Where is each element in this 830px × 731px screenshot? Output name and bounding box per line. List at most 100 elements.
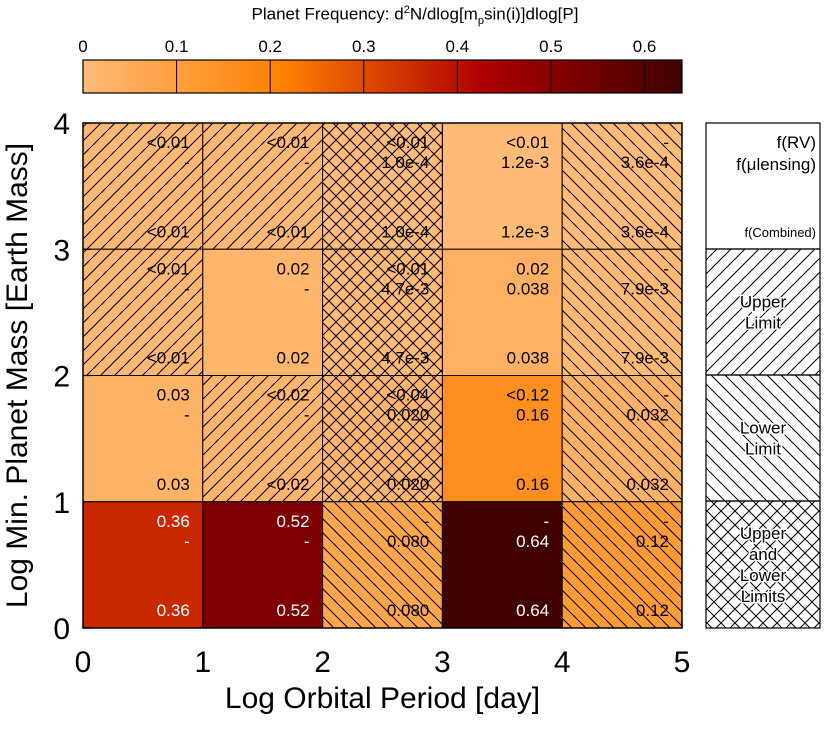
- cell-microlensing-value: 0.038: [507, 279, 550, 298]
- axes: 0 1 2 3 4 5 0 1 2 3 4 Log Orbital Period [day] Log M…: [1, 108, 690, 715]
- heatmap-cell: <0.01-<0.01: [202, 122, 324, 250]
- cell-rv-value: -: [663, 386, 669, 405]
- cell-combined-value: <0.01: [147, 349, 190, 368]
- legend-hatch-lower: [705, 374, 821, 502]
- cell-combined-value: <0.01: [147, 222, 190, 241]
- legend-label: Limits: [741, 587, 785, 606]
- heatmap-cell: <0.120.160.16: [441, 375, 563, 503]
- cell-rv-value: <0.01: [267, 133, 310, 152]
- cell-microlensing-value: -: [184, 153, 190, 172]
- cell-rv-value: -: [663, 512, 669, 531]
- legend-rv-label: f(RV): [777, 133, 816, 152]
- cell-hatch: [322, 501, 443, 628]
- cell-rv-value: <0.12: [506, 386, 549, 405]
- x-tick-label: 0: [75, 646, 92, 679]
- cell-hatch: [562, 375, 682, 502]
- cell-combined-value: 0.52: [277, 601, 310, 620]
- cell-fill: [442, 249, 563, 376]
- cell-combined-value: 0.64: [516, 601, 549, 620]
- heatmap-cell: -3.6e-43.6e-4: [561, 122, 683, 250]
- legend-hatch-upper: [705, 248, 821, 376]
- cell-microlensing-value: -: [184, 406, 190, 425]
- heatmap-cell: 0.52-0.52: [202, 501, 324, 629]
- cell-microlensing-value: -: [184, 532, 190, 551]
- cell-rv-value: 0.52: [277, 512, 310, 531]
- y-axis-label: Log Min. Planet Mass [Earth Mass]: [1, 143, 34, 608]
- cell-fill: [442, 375, 563, 502]
- colorbar-tick-label: 0.5: [539, 37, 563, 56]
- cell-microlensing-value: 0.12: [636, 532, 669, 551]
- cell-rv-value: 0.03: [157, 386, 190, 405]
- cell-rv-value: -: [544, 512, 550, 531]
- colorbar: 0 0.1 0.2 0.3 0.4 0.5 0.6: [78, 37, 683, 94]
- colorbar-gradient: [82, 59, 683, 94]
- legend-box: Lower Limit: [705, 374, 821, 502]
- cell-hatch: [562, 249, 682, 376]
- heatmap-cell: -7.9e-37.9e-3: [561, 248, 683, 376]
- colorbar-tick-label: 0: [78, 37, 87, 56]
- cell-combined-value: 0.12: [636, 601, 669, 620]
- cell-rv-value: <0.01: [386, 133, 429, 152]
- cell-combined-value: 0.16: [516, 475, 549, 494]
- legend-label: and: [749, 545, 777, 564]
- cell-microlensing-value: 0.080: [387, 532, 430, 551]
- cell-rv-value: <0.01: [386, 259, 429, 278]
- cell-microlensing-value: -: [184, 279, 190, 298]
- cell-microlensing-value: 1.2e-3: [501, 153, 549, 172]
- cell-microlensing-value: 4.7e-3: [381, 279, 429, 298]
- cell-microlensing-value: 7.9e-3: [621, 279, 669, 298]
- cell-microlensing-value: -: [304, 279, 310, 298]
- heatmap-cell: 0.02-0.02: [202, 248, 324, 376]
- cell-rv-value: <0.02: [267, 386, 310, 405]
- y-tick-label: 4: [53, 108, 70, 141]
- heatmap-cell: <0.01-<0.01: [82, 122, 204, 250]
- cell-combined-value: 0.080: [387, 601, 430, 620]
- legend-label: Lower: [740, 419, 787, 438]
- cell-hatch: [322, 249, 443, 376]
- cell-rv-value: -: [663, 259, 669, 278]
- x-tick-label: 1: [194, 646, 211, 679]
- cell-hatch: [83, 123, 203, 250]
- cell-microlensing-value: 0.16: [516, 406, 549, 425]
- y-tick-label: 0: [53, 613, 70, 646]
- colorbar-title: Planet Frequency: d2N/dlog[mpsin(i)]dlog…: [251, 4, 579, 28]
- cell-fill: [202, 501, 323, 628]
- cell-combined-value: 0.038: [507, 349, 550, 368]
- cell-combined-value: 0.36: [157, 601, 190, 620]
- cell-hatch: [202, 375, 323, 502]
- cell-hatch: [322, 123, 443, 250]
- cell-microlensing-value: -: [304, 532, 310, 551]
- cell-combined-value: 7.9e-3: [621, 349, 669, 368]
- cell-fill: [442, 501, 563, 628]
- x-tick-label: 2: [314, 646, 331, 679]
- cell-microlensing-value: 0.032: [626, 406, 669, 425]
- cell-microlensing-value: -: [304, 153, 310, 172]
- y-tick-label: 3: [53, 234, 70, 267]
- cell-combined-value: 0.020: [387, 475, 430, 494]
- cell-microlensing-value: 0.64: [516, 532, 549, 551]
- cell-microlensing-value: -: [304, 406, 310, 425]
- cell-hatch: [83, 249, 203, 376]
- heatmap-cell: <0.011.2e-31.2e-3: [441, 122, 563, 250]
- cell-hatch: [562, 501, 682, 628]
- x-tick-label: 3: [434, 646, 451, 679]
- cell-rv-value: 0.02: [516, 259, 549, 278]
- legend-label: Limit: [745, 314, 781, 333]
- cell-fill: [202, 249, 323, 376]
- legend-label: Limit: [745, 440, 781, 459]
- colorbar-tick-label: 0.3: [352, 37, 376, 56]
- heatmap-cell: <0.02-<0.02: [202, 375, 324, 503]
- x-tick-label: 5: [674, 646, 691, 679]
- cell-rv-value: <0.01: [506, 133, 549, 152]
- cell-combined-value: 0.032: [626, 475, 669, 494]
- cell-hatch: [322, 375, 443, 502]
- heatmap-cell: -0.120.12: [561, 501, 683, 629]
- heatmap-cell: 0.03-0.03: [82, 375, 204, 503]
- hatch-legend: Upper Limit Lower Limit Upper and Lower Limits f…: [705, 122, 821, 629]
- cell-combined-value: 4.7e-3: [381, 349, 429, 368]
